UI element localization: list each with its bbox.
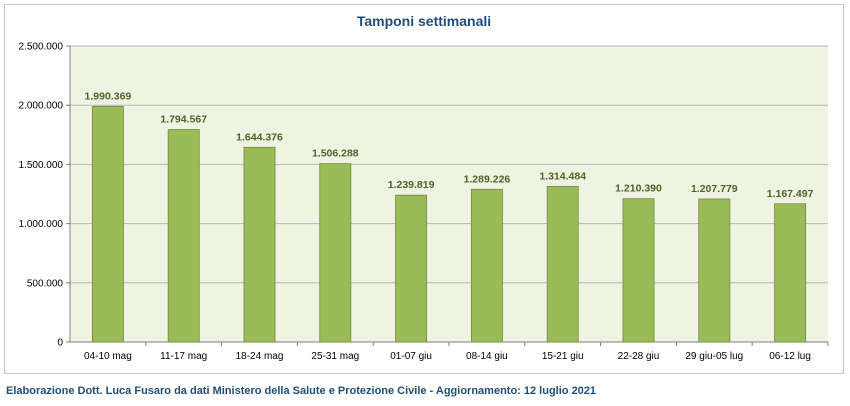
bar [698, 198, 731, 343]
data-label: 1.207.779 [691, 183, 738, 195]
data-label: 1.314.484 [539, 170, 586, 182]
x-tick-label: 06-12 lug [769, 351, 811, 362]
x-tick-label: 25-31 mag [311, 351, 359, 362]
y-tick-label: 500.000 [27, 278, 64, 289]
y-tick-label: 2.000.000 [19, 101, 64, 112]
data-label: 1.239.819 [388, 179, 435, 191]
bar-chart: Tamponi settimanali 0 500.000 1.000.000 1.5… [19, 13, 829, 362]
x-tick-label: 18-24 mag [236, 351, 284, 362]
chart-title: Tamponi settimanali [357, 13, 491, 29]
bar [167, 129, 200, 343]
data-label: 1.794.567 [160, 114, 207, 126]
data-label: 1.167.497 [767, 188, 814, 200]
bar [395, 194, 428, 343]
y-tick-label: 0 [57, 338, 63, 349]
x-tick-label: 15-21 giu [542, 351, 584, 362]
data-label: 1.210.390 [615, 183, 662, 195]
bar [319, 163, 352, 343]
chart-container: Tamponi settimanali 0 500.000 1.000.000 1.5… [4, 4, 844, 374]
bar [774, 203, 807, 343]
bar [91, 105, 124, 343]
data-label: 1.289.226 [464, 173, 511, 185]
y-tick-label: 1.500.000 [19, 160, 64, 171]
x-tick-label: 08-14 giu [466, 351, 508, 362]
x-tick-label: 11-17 mag [160, 351, 207, 362]
x-tick-label: 22-28 giu [618, 351, 660, 362]
y-tick-label: 2.500.000 [19, 42, 64, 53]
y-tick-label: 1.000.000 [19, 219, 64, 230]
x-tick-label: 29 giu-05 lug [685, 351, 743, 362]
data-label: 1.644.376 [236, 131, 283, 143]
data-label: 1.990.369 [85, 90, 132, 102]
x-tick-label: 01-07 giu [390, 351, 432, 362]
x-tick-label: 04-10 mag [84, 351, 132, 362]
bar [470, 188, 503, 343]
footer-source-note: Elaborazione Dott. Luca Fusaro da dati M… [6, 385, 597, 397]
data-label: 1.506.288 [312, 148, 359, 160]
bar [546, 185, 579, 343]
bar [243, 146, 276, 343]
bar [622, 198, 655, 343]
